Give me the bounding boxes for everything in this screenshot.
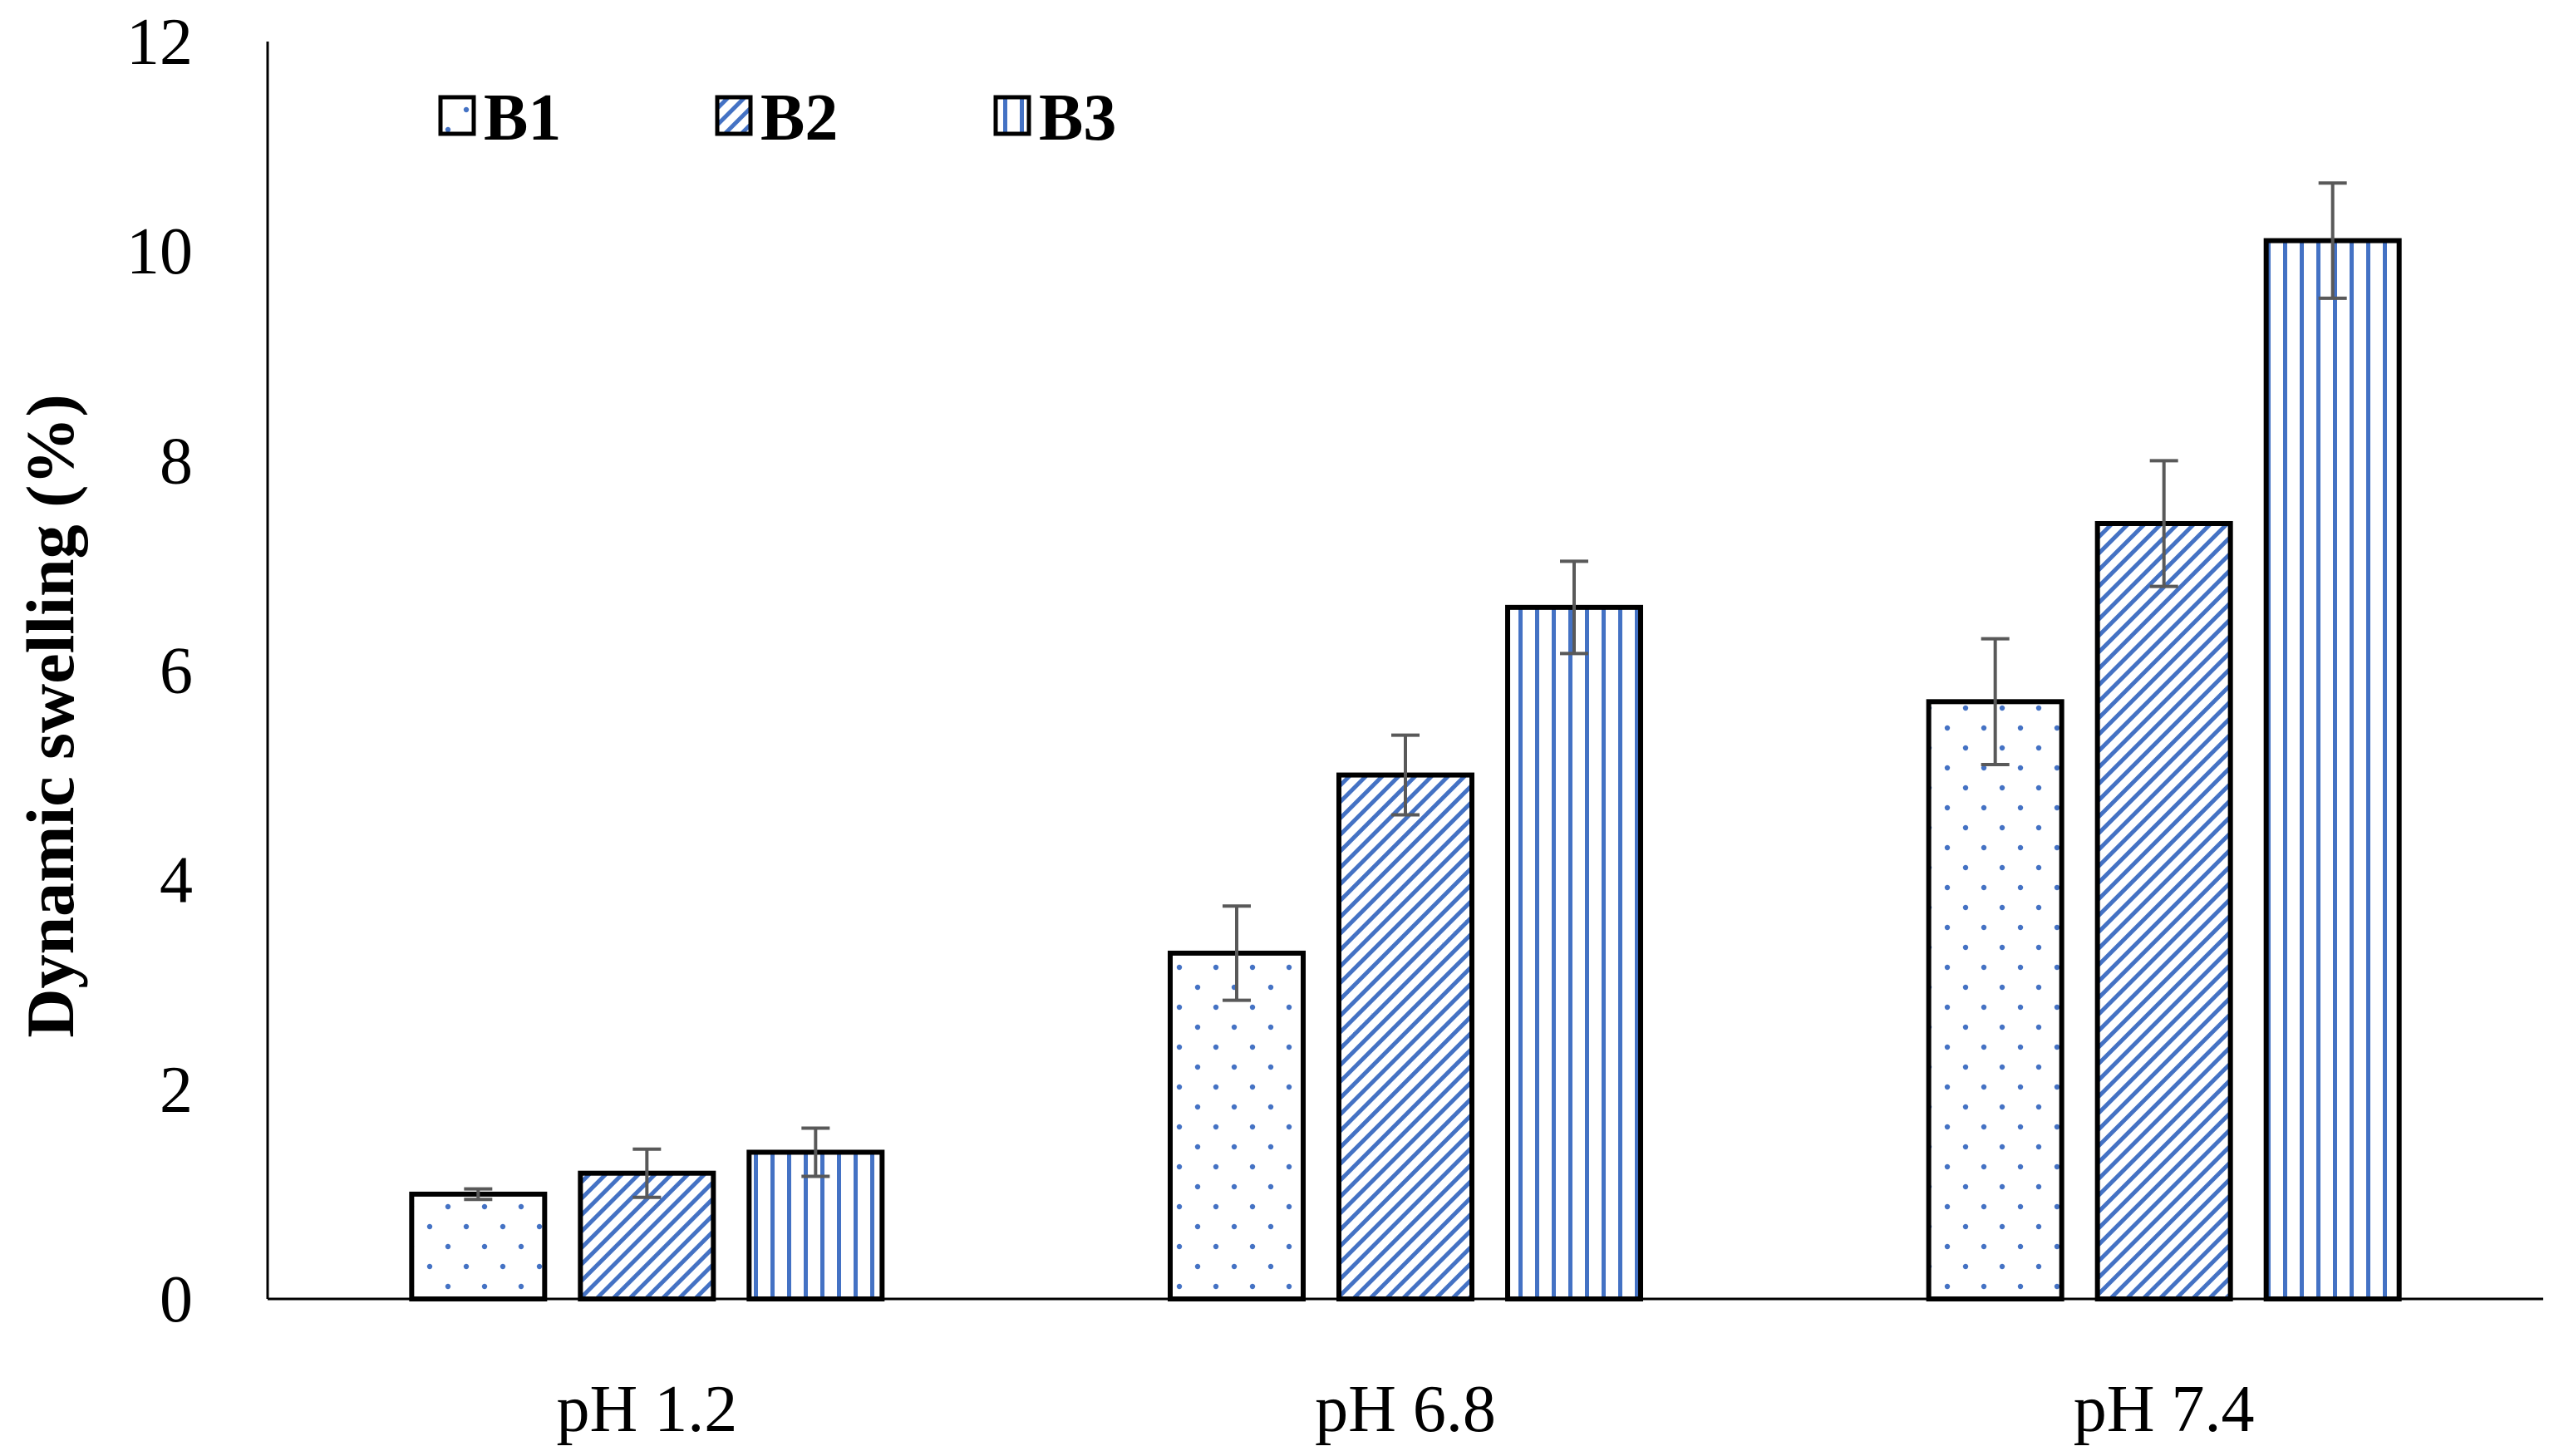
bar-B2-1 (1336, 772, 1474, 1301)
y-tick-label: 12 (126, 6, 193, 79)
legend-swatch-B3 (993, 95, 1031, 136)
y-tick-label: 2 (160, 1054, 193, 1127)
y-axis-title: Dynamic swelling (%) (12, 394, 88, 1037)
y-tick-label: 10 (126, 215, 193, 288)
y-tick-label: 0 (160, 1263, 193, 1336)
bar-B3-2 (2263, 238, 2402, 1301)
y-tick-label: 8 (160, 425, 193, 498)
bar-B1-2 (1926, 699, 2064, 1301)
legend-swatch-B2 (715, 95, 753, 136)
x-category-label: pH 7.4 (2074, 1373, 2255, 1446)
bar-B3-1 (1505, 604, 1643, 1301)
bar-B1-1 (1168, 950, 1306, 1302)
legend-label-B2: B2 (760, 81, 838, 155)
y-tick-label: 6 (160, 635, 193, 708)
y-tick-label: 4 (160, 844, 193, 917)
legend-label-B3: B3 (1039, 81, 1116, 155)
x-category-label: pH 1.2 (556, 1373, 737, 1446)
legend-label-B1: B1 (484, 81, 561, 155)
bar-B2-2 (2094, 520, 2233, 1301)
x-category-label: pH 6.8 (1315, 1373, 1496, 1446)
bar-B1-0 (409, 1191, 548, 1301)
legend-swatch-B1 (438, 95, 476, 136)
